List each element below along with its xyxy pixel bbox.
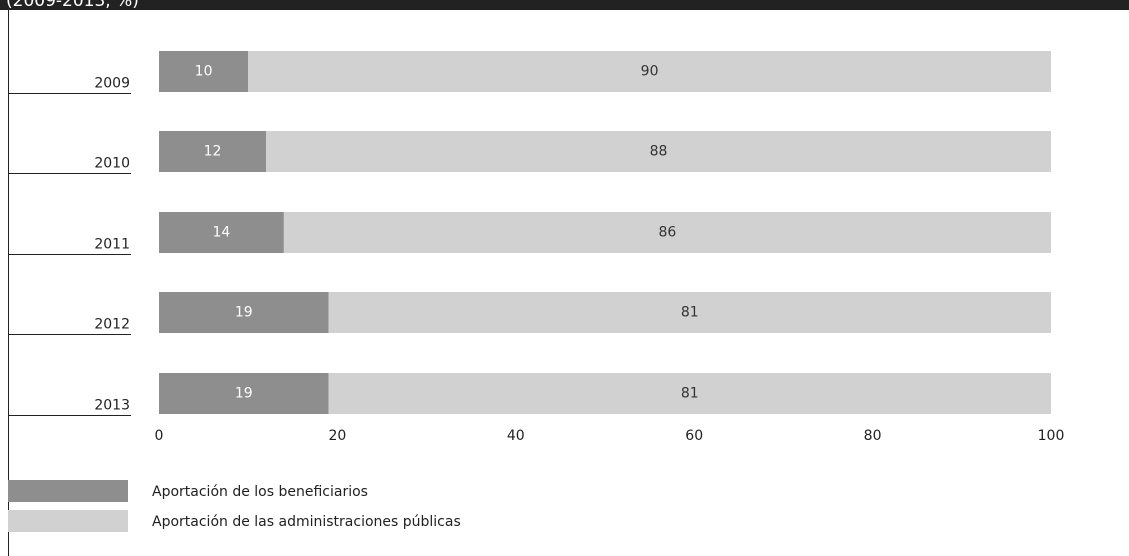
legend-label: Aportación de las administraciones públi… xyxy=(152,514,461,530)
x-tick-label: 80 xyxy=(864,428,882,444)
bar-segment xyxy=(159,373,329,414)
value-label: 10 xyxy=(195,64,213,80)
header-bar xyxy=(0,0,1129,10)
y-tick-label: 2012 xyxy=(94,317,130,333)
y-tick-label: 2013 xyxy=(94,398,130,414)
value-label: 86 xyxy=(659,225,677,241)
legend-swatch xyxy=(8,510,128,532)
y-tick-label: 2010 xyxy=(94,156,130,172)
legend-swatch xyxy=(8,480,128,502)
legend-label: Aportación de los beneficiarios xyxy=(152,484,368,500)
y-tick-label: 2011 xyxy=(94,237,130,253)
bar-segment xyxy=(328,373,1052,414)
bar-segment xyxy=(159,51,249,92)
x-tick-label: 100 xyxy=(1038,428,1065,444)
bar-segment xyxy=(328,292,1052,333)
bar-segment xyxy=(159,131,267,172)
y-tick-label: 2009 xyxy=(94,76,130,92)
bar-segment xyxy=(283,212,1051,253)
bar-segment xyxy=(248,51,1051,92)
x-tick-label: 20 xyxy=(328,428,346,444)
bar-segment xyxy=(159,212,284,253)
x-tick-label: 0 xyxy=(155,428,164,444)
chart-title: (2009-2013, %) xyxy=(6,0,139,11)
x-tick-label: 60 xyxy=(685,428,703,444)
bar-segment xyxy=(159,292,329,333)
value-label: 19 xyxy=(235,386,253,402)
x-tick-label: 40 xyxy=(507,428,525,444)
bar-segment xyxy=(266,131,1051,172)
value-label: 90 xyxy=(641,64,659,80)
value-label: 19 xyxy=(235,305,253,321)
value-label: 14 xyxy=(213,225,231,241)
value-label: 81 xyxy=(681,386,699,402)
value-label: 12 xyxy=(204,144,222,160)
value-label: 81 xyxy=(681,305,699,321)
value-label: 88 xyxy=(650,144,668,160)
